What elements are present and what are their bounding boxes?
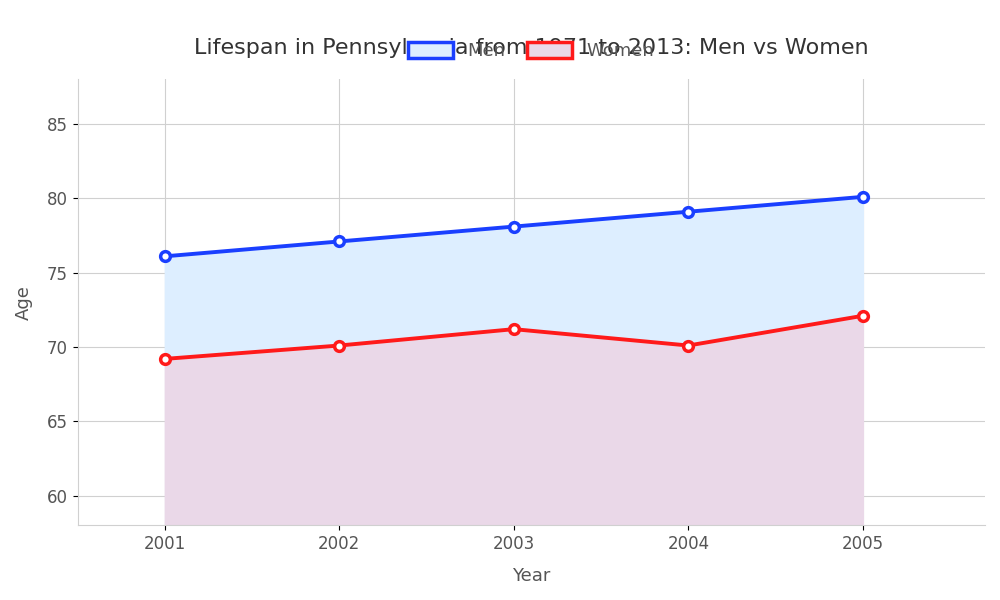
- Y-axis label: Age: Age: [15, 285, 33, 320]
- Title: Lifespan in Pennsylvania from 1971 to 2013: Men vs Women: Lifespan in Pennsylvania from 1971 to 20…: [194, 38, 869, 58]
- Legend: Men, Women: Men, Women: [401, 35, 662, 68]
- X-axis label: Year: Year: [512, 567, 550, 585]
